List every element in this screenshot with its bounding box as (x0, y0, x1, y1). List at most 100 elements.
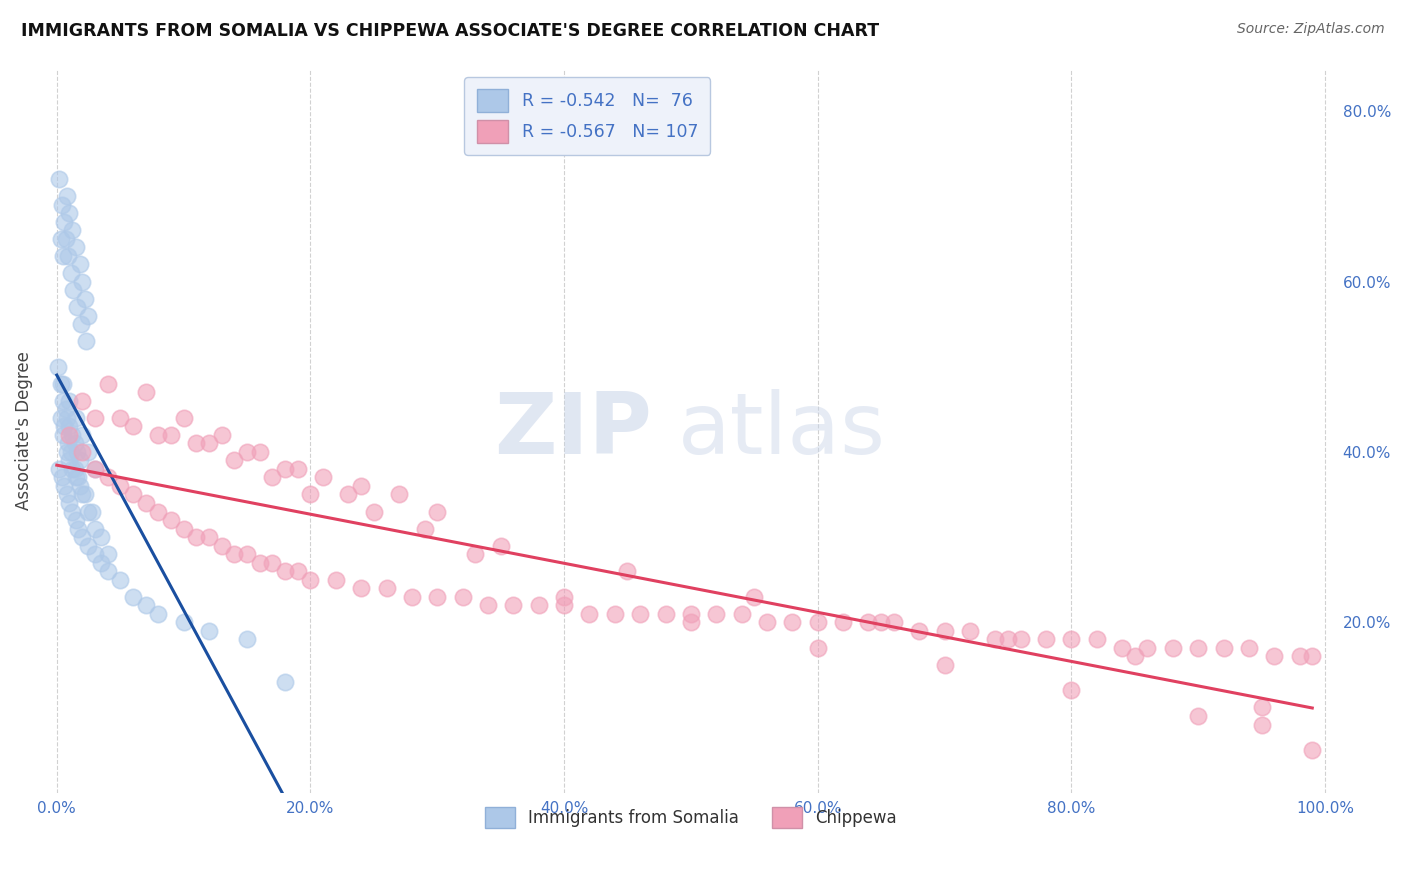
Point (66, 300, 89, 314)
Point (46, 359, 69, 374)
Point (312, 470, 335, 484)
Point (679, 615, 702, 630)
Point (603, 607, 626, 621)
Point (96, 564, 118, 578)
Point (108, 573, 131, 587)
Point (58, 496, 80, 510)
Point (1085, 632, 1108, 647)
Point (337, 487, 360, 501)
Point (96, 470, 118, 484)
Point (198, 530, 221, 544)
Point (77, 309, 100, 323)
Point (908, 624, 931, 638)
Point (375, 581, 398, 595)
Point (782, 615, 804, 630)
Point (70, 445, 93, 459)
Point (578, 607, 600, 621)
Point (122, 487, 145, 501)
Point (56, 410, 79, 425)
Point (83, 522, 105, 536)
Point (807, 615, 830, 630)
Point (858, 615, 880, 630)
Point (173, 522, 195, 536)
Point (198, 624, 221, 638)
Point (1060, 683, 1083, 698)
Point (70, 275, 93, 289)
Point (249, 445, 271, 459)
Point (58, 393, 80, 408)
Point (52, 393, 75, 408)
Point (1123, 649, 1146, 664)
Point (52, 376, 75, 391)
Point (1010, 632, 1032, 647)
Point (53, 215, 76, 229)
Point (58, 249, 80, 263)
Point (224, 453, 246, 467)
Point (70, 487, 93, 501)
Point (135, 385, 157, 400)
Point (984, 632, 1007, 647)
Point (70, 317, 93, 331)
Point (160, 513, 183, 527)
Point (83, 547, 105, 561)
Point (51, 470, 73, 484)
Point (299, 487, 322, 501)
Point (1288, 649, 1310, 664)
Point (426, 504, 449, 518)
Point (401, 590, 423, 604)
Point (1250, 717, 1272, 731)
Point (58, 206, 80, 220)
Point (274, 564, 297, 578)
Point (65, 410, 87, 425)
Point (96, 376, 118, 391)
Point (211, 427, 233, 442)
Point (96, 547, 118, 561)
Point (69, 479, 91, 493)
Point (77, 504, 100, 518)
Point (148, 504, 170, 518)
Point (236, 547, 259, 561)
Point (173, 410, 195, 425)
Point (1212, 640, 1234, 655)
Point (997, 632, 1019, 647)
Point (730, 607, 752, 621)
Point (58, 453, 80, 467)
Point (70, 427, 93, 442)
Point (75, 334, 97, 348)
Point (122, 419, 145, 434)
Point (67, 522, 90, 536)
Point (48, 172, 70, 186)
Point (262, 470, 284, 484)
Point (198, 436, 221, 450)
Point (934, 657, 956, 672)
Point (287, 462, 309, 476)
Point (489, 539, 512, 553)
Point (122, 590, 145, 604)
Point (464, 547, 486, 561)
Point (249, 556, 271, 570)
Point (426, 590, 449, 604)
Point (62, 283, 84, 297)
Point (1136, 640, 1159, 655)
Text: Source: ZipAtlas.com: Source: ZipAtlas.com (1237, 22, 1385, 37)
Point (1187, 709, 1209, 723)
Point (63, 436, 86, 450)
Point (69, 257, 91, 271)
Point (502, 599, 524, 613)
Point (186, 436, 208, 450)
Point (73, 292, 96, 306)
Point (63, 462, 86, 476)
Text: atlas: atlas (678, 389, 886, 472)
Point (477, 599, 499, 613)
Point (274, 462, 297, 476)
Legend: Immigrants from Somalia, Chippewa: Immigrants from Somalia, Chippewa (478, 800, 904, 835)
Point (173, 615, 195, 630)
Point (52, 249, 75, 263)
Point (65, 470, 87, 484)
Point (49, 232, 72, 246)
Point (934, 624, 956, 638)
Point (83, 462, 105, 476)
Point (59, 445, 82, 459)
Point (67, 470, 90, 484)
Point (236, 445, 259, 459)
